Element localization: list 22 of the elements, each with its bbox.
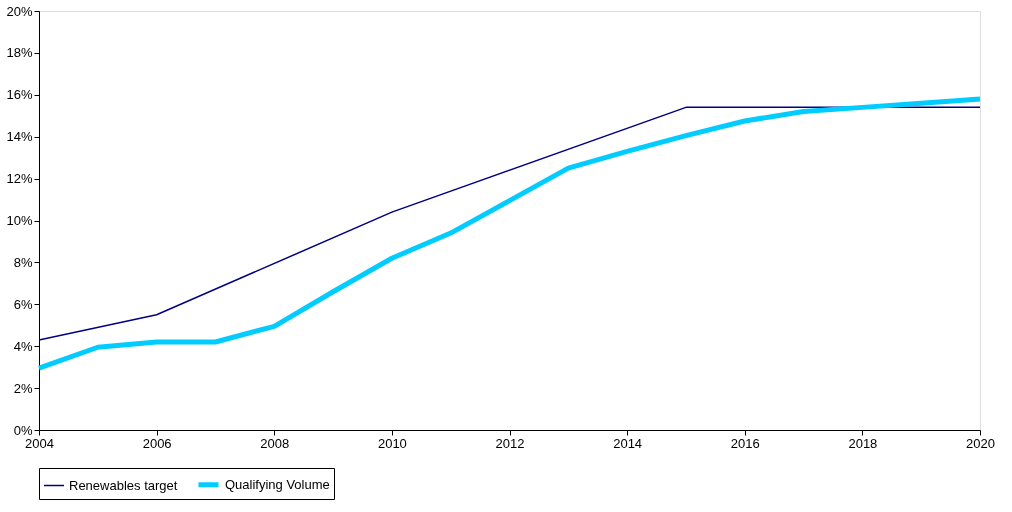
y-tick-label: 4%: [13, 338, 33, 354]
y-tick-label: 10%: [6, 213, 33, 228]
y-tick-label: 18%: [6, 45, 33, 61]
y-tick-label: 2%: [13, 380, 33, 396]
y-tick-label: 12%: [6, 171, 33, 187]
y-tick-label: 8%: [13, 254, 33, 270]
y-tick-label: 20%: [6, 3, 33, 19]
legend-label: Renewables target: [69, 477, 178, 493]
x-tick-label: 2012: [495, 435, 525, 451]
x-tick-label: 2018: [848, 435, 878, 451]
x-tick-label: 2004: [25, 435, 54, 451]
x-tick-label: 2010: [377, 435, 407, 451]
y-tick-label: 6%: [13, 296, 33, 312]
x-tick-label: 2016: [730, 435, 760, 451]
y-tick-label: 14%: [6, 129, 33, 145]
y-tick-label: 0%: [13, 422, 33, 438]
x-tick-label: 2008: [260, 435, 290, 451]
x-tick-label: 2014: [613, 435, 643, 451]
legend-label: Qualifying Volume: [225, 476, 330, 492]
y-tick-label: 16%: [6, 87, 33, 103]
x-tick-label: 2020: [966, 435, 995, 451]
x-tick-label: 2006: [142, 435, 172, 451]
